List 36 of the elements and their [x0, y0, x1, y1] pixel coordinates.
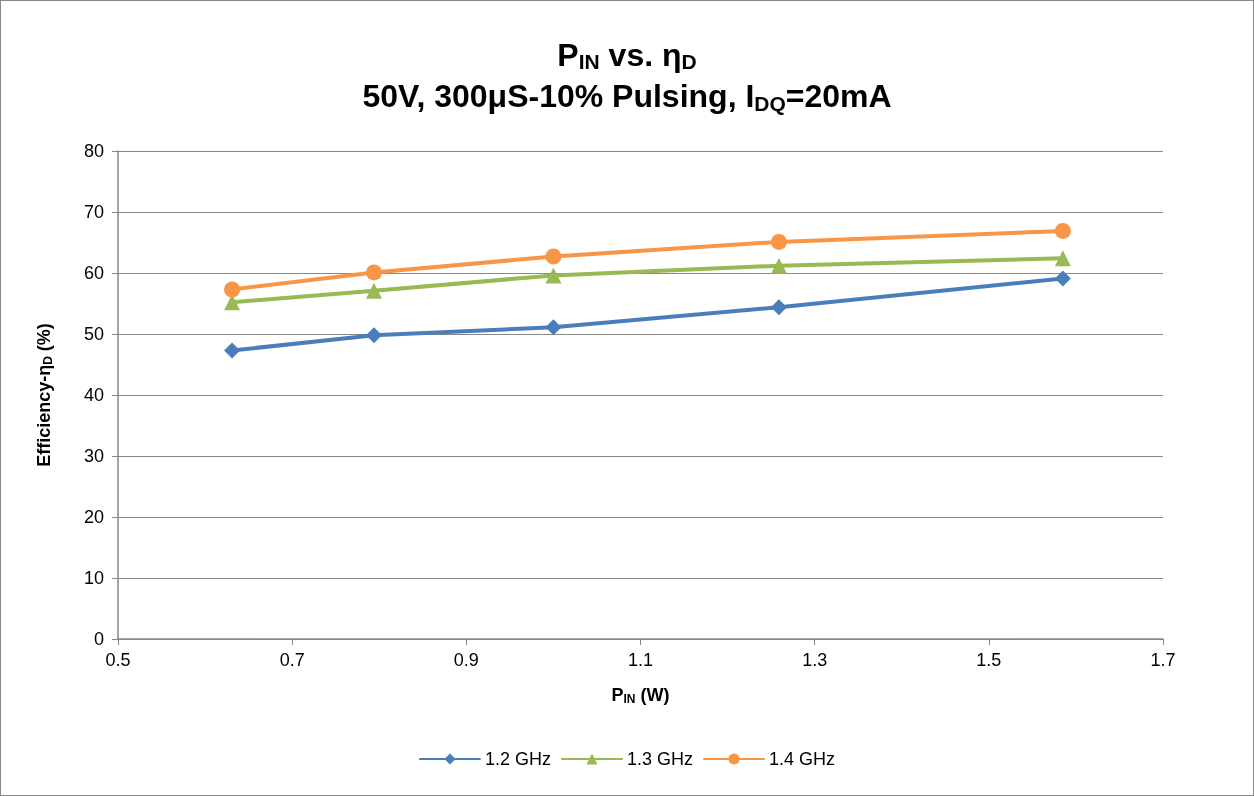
y-tick-label: 40 [83, 385, 104, 405]
chart-subtitle: 50V, 300μS-10% Pulsing, IDQ=20mA [362, 78, 892, 115]
legend-label: 1.3 GHz [626, 749, 694, 769]
chart-title: PIN vs. ηD [557, 36, 697, 74]
x-tick-label: 1.1 [627, 650, 654, 670]
point [1054, 250, 1071, 267]
y-tick-label: 10 [83, 568, 104, 588]
y-tick-label: 0 [93, 629, 104, 649]
point [366, 264, 383, 281]
point [224, 342, 241, 359]
y-axis-title: Efficiency-ηD (%) [34, 323, 56, 467]
point [545, 248, 562, 265]
point [366, 327, 383, 344]
x-tick-label: 0.5 [105, 650, 131, 670]
x-tick-label: 1.3 [802, 650, 828, 670]
x-tick-label: 1.7 [1150, 650, 1176, 670]
point [1054, 270, 1071, 287]
point [545, 267, 562, 284]
legend-label: 1.2 GHz [484, 749, 551, 769]
y-tick-label: 50 [83, 324, 104, 344]
y-tick-label: 60 [83, 263, 104, 283]
y-tick-label: 20 [83, 507, 104, 527]
x-tick-label: 0.9 [453, 650, 479, 670]
point [224, 281, 241, 298]
y-tick-label: 30 [83, 446, 104, 466]
y-tick-label: 70 [83, 202, 104, 222]
point [770, 257, 787, 274]
legend-label: 1.4 GHz [769, 749, 836, 769]
x-tick-label: 1.5 [976, 650, 1002, 670]
point [366, 282, 383, 299]
x-tick-label: 0.7 [279, 650, 305, 670]
point [770, 299, 787, 316]
y-tick-label: 80 [83, 141, 104, 161]
point [545, 319, 562, 336]
point [1054, 222, 1071, 239]
point [770, 233, 787, 250]
